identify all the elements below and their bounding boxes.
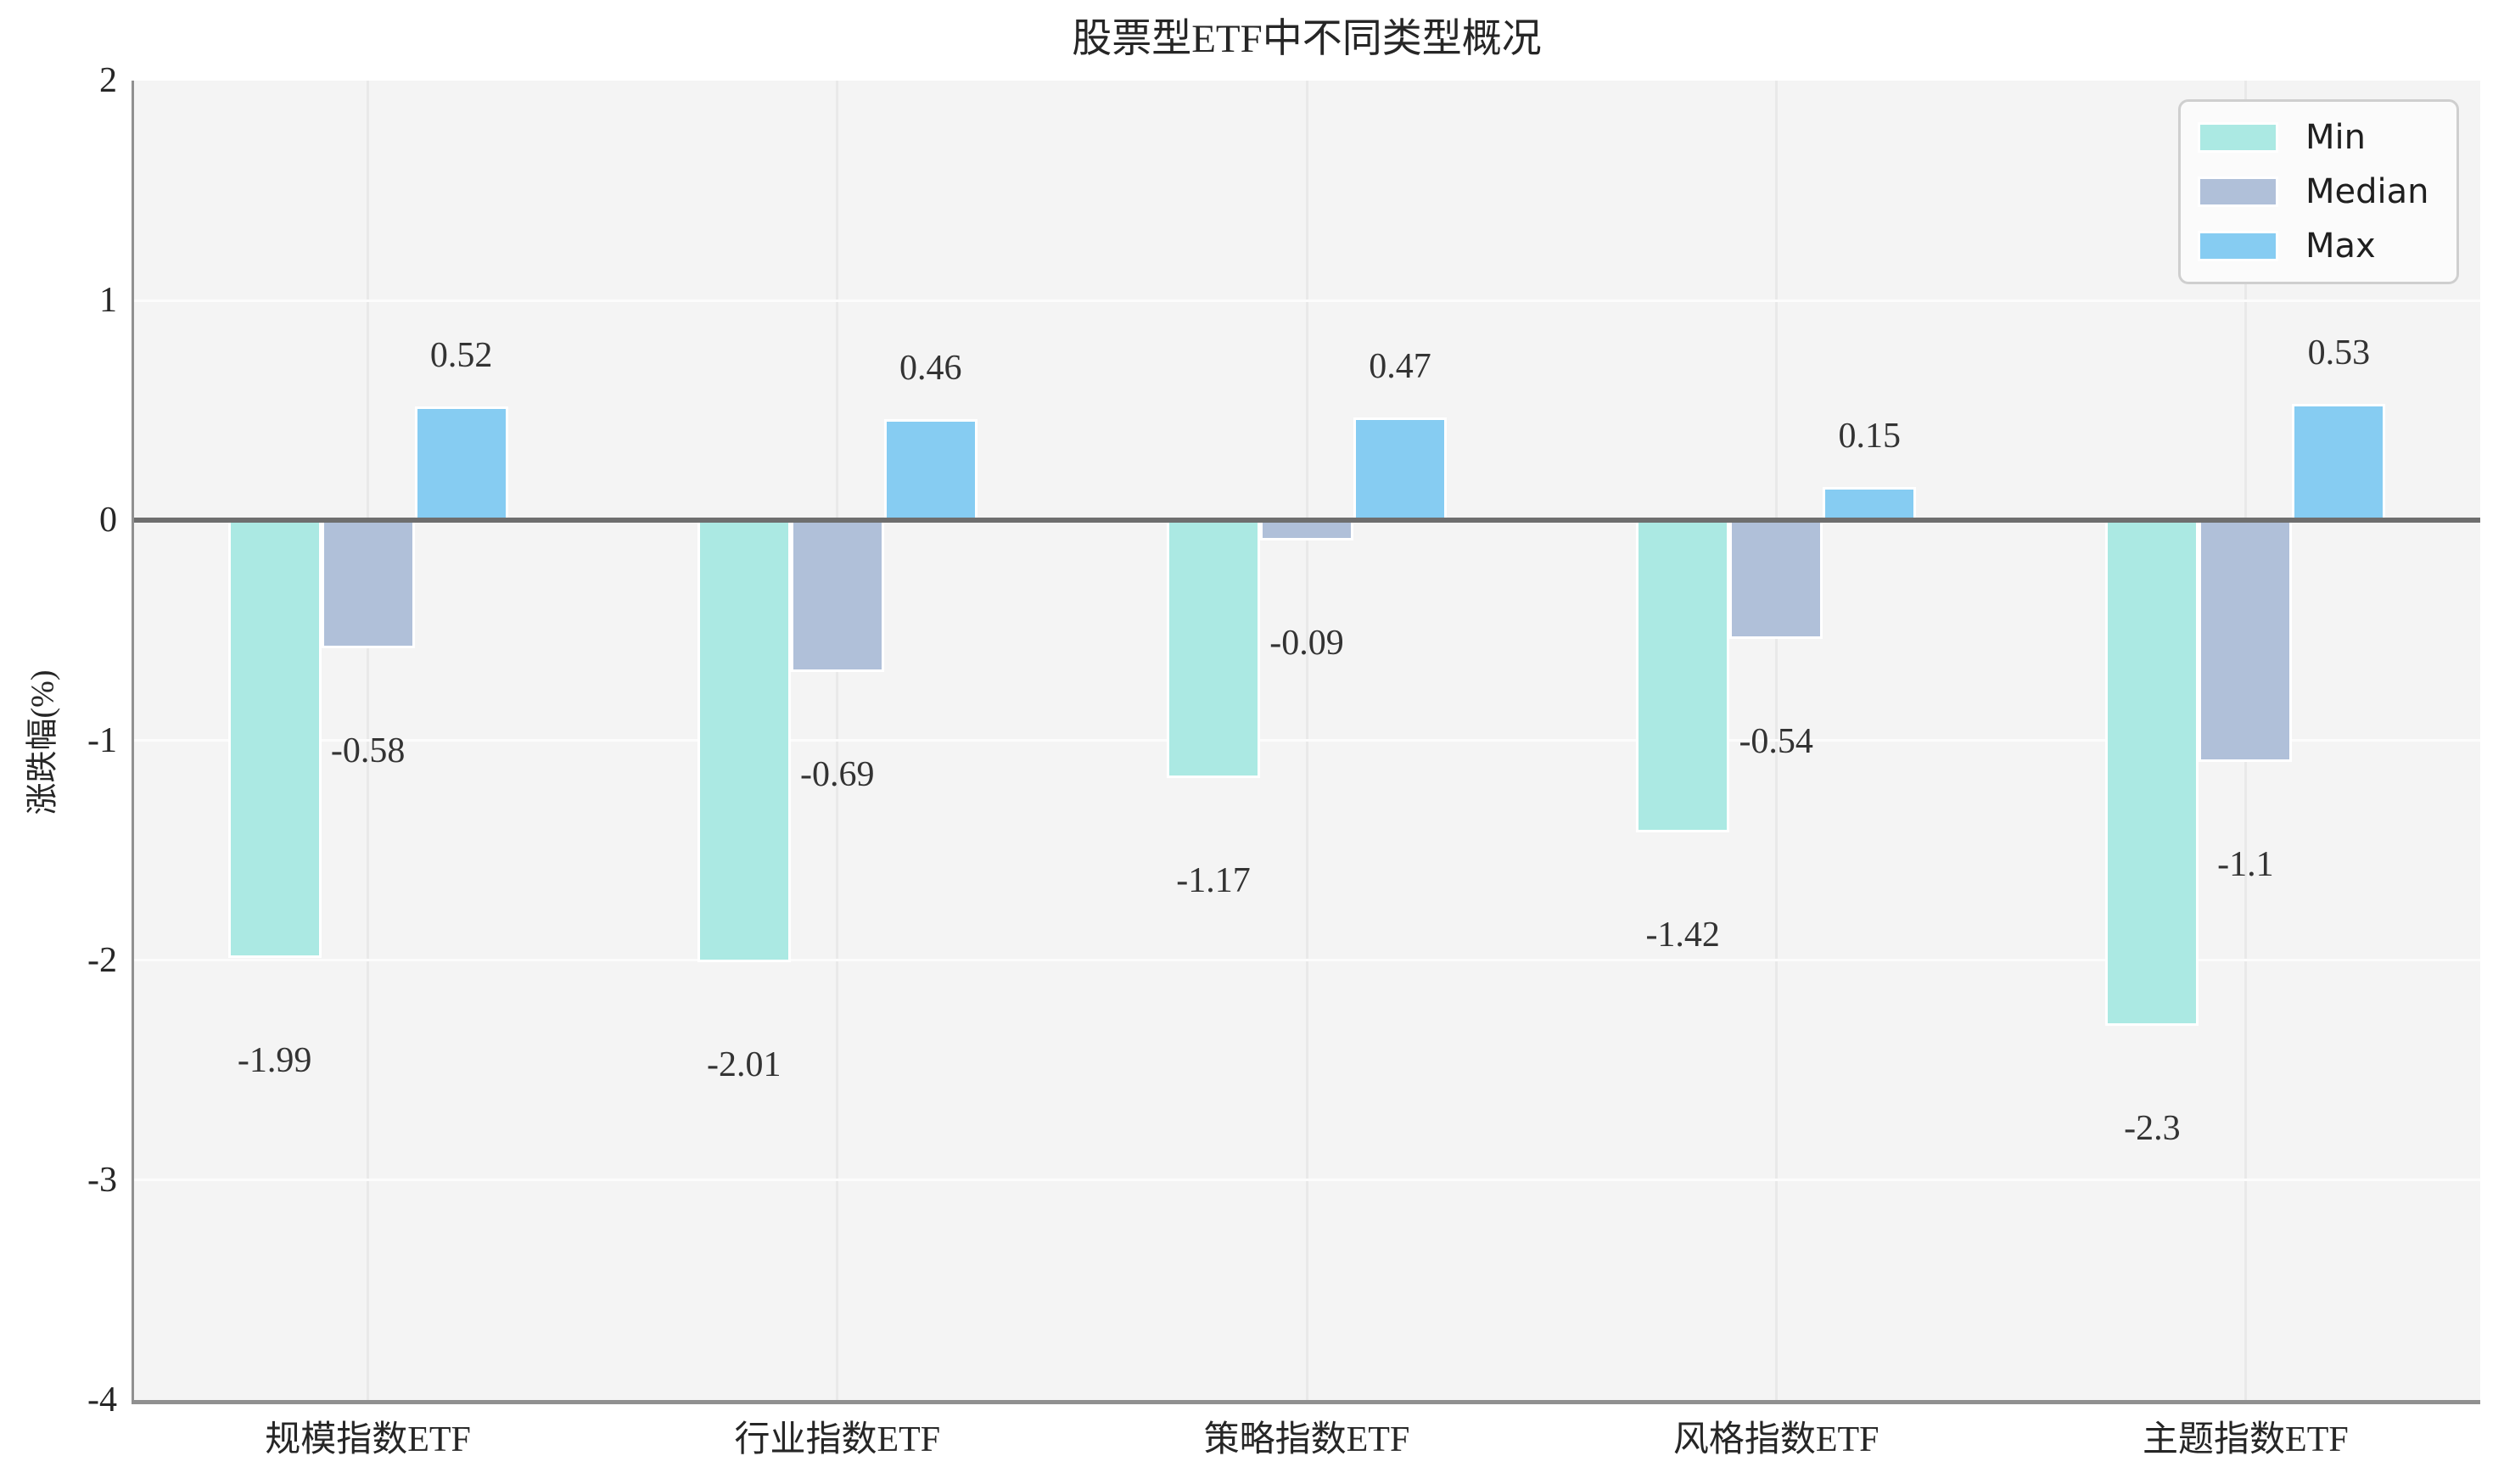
x-tick-label: 主题指数ETF — [2143, 1420, 2349, 1459]
y-tick-label: -2 — [87, 940, 117, 980]
y-tick-label: -4 — [87, 1380, 117, 1420]
zero-axis-line — [133, 518, 2480, 524]
value-label-max-行业指数ETF: 0.46 — [899, 349, 962, 389]
horizontal-gridline — [133, 299, 2480, 302]
bar-max-行业指数ETF — [883, 419, 978, 521]
bar-min-行业指数ETF — [697, 520, 791, 963]
bar-median-行业指数ETF — [790, 520, 884, 673]
bar-max-风格指数ETF — [1823, 487, 1917, 521]
y-tick-label: 1 — [99, 281, 117, 321]
legend-swatch-max — [2198, 231, 2278, 261]
bar-min-策略指数ETF — [1167, 520, 1260, 778]
value-label-median-规模指数ETF: -0.58 — [330, 731, 406, 770]
horizontal-gridline — [133, 959, 2480, 962]
value-label-min-主题指数ETF: -2.3 — [2124, 1109, 2181, 1149]
y-tick-label: 0 — [99, 501, 117, 540]
bar-min-主题指数ETF — [2105, 520, 2199, 1027]
legend-label-max: Max — [2305, 227, 2376, 266]
legend-swatch-median — [2198, 176, 2278, 207]
value-label-max-规模指数ETF: 0.52 — [429, 335, 493, 375]
bar-median-策略指数ETF — [1260, 520, 1353, 540]
chart-title: 股票型ETF中不同类型概况 — [1072, 17, 1542, 61]
value-label-max-主题指数ETF: 0.53 — [2307, 333, 2371, 372]
bar-max-主题指数ETF — [2292, 403, 2386, 521]
bottom-axis-spine — [132, 1400, 2480, 1404]
value-label-median-策略指数ETF: -0.09 — [1269, 623, 1344, 663]
value-label-min-风格指数ETF: -1.42 — [1645, 916, 1720, 955]
value-label-median-行业指数ETF: -0.69 — [800, 755, 875, 795]
value-label-median-主题指数ETF: -1.1 — [2217, 845, 2274, 885]
x-tick-label: 规模指数ETF — [265, 1420, 471, 1459]
value-label-max-风格指数ETF: 0.15 — [1838, 417, 1901, 456]
legend-item-median: Median — [2198, 175, 2440, 209]
y-tick-label: -3 — [87, 1160, 117, 1200]
legend-item-max: Max — [2198, 229, 2440, 263]
bar-median-规模指数ETF — [321, 520, 415, 648]
bar-min-风格指数ETF — [1636, 520, 1730, 833]
value-label-min-规模指数ETF: -1.99 — [237, 1041, 312, 1081]
bar-median-风格指数ETF — [1729, 520, 1823, 640]
value-label-min-策略指数ETF: -1.17 — [1176, 860, 1251, 900]
bar-max-规模指数ETF — [414, 406, 508, 521]
legend-label-median: Median — [2305, 172, 2429, 211]
value-label-median-风格指数ETF: -0.54 — [1739, 722, 1813, 762]
legend-item-min: Min — [2198, 120, 2440, 154]
x-tick-label: 行业指数ETF — [734, 1420, 941, 1459]
legend-label-min: Min — [2305, 118, 2366, 157]
legend-swatch-min — [2198, 122, 2278, 153]
y-tick-label: -1 — [87, 720, 117, 760]
bar-max-策略指数ETF — [1353, 417, 1447, 521]
bar-median-主题指数ETF — [2199, 520, 2293, 763]
left-axis-spine — [132, 81, 134, 1404]
x-tick-label: 策略指数ETF — [1203, 1420, 1410, 1459]
value-label-max-策略指数ETF: 0.47 — [1369, 346, 1431, 386]
y-tick-label: 2 — [99, 61, 117, 100]
legend: Min Median Max — [2178, 99, 2459, 284]
bar-min-规模指数ETF — [227, 520, 322, 959]
horizontal-gridline — [133, 1179, 2480, 1182]
value-label-min-行业指数ETF: -2.01 — [707, 1045, 781, 1085]
horizontal-gridline — [133, 739, 2480, 742]
x-tick-label: 风格指数ETF — [1672, 1420, 1879, 1459]
